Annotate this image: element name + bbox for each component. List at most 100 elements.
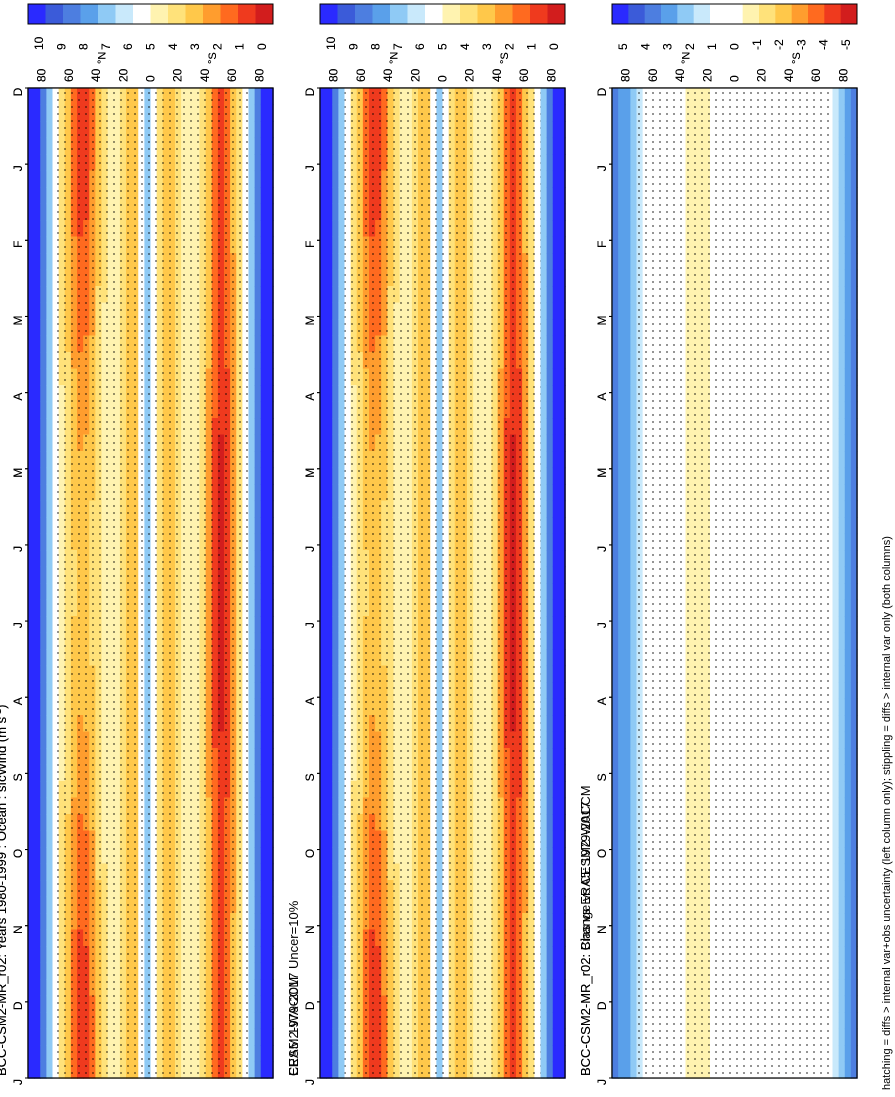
heatmap-cell xyxy=(254,467,262,485)
heatmap-cell xyxy=(254,979,262,997)
heatmap-cell xyxy=(266,401,274,419)
heatmap-cell xyxy=(254,599,262,617)
heatmap-cell xyxy=(40,830,47,848)
heatmap-cell xyxy=(254,187,262,205)
heatmap-cell xyxy=(248,913,256,931)
heatmap-cell xyxy=(28,517,35,535)
heatmap-cell xyxy=(248,121,256,139)
heatmap-cell xyxy=(28,500,35,518)
heatmap-cell xyxy=(260,500,268,518)
colorbar-swatch xyxy=(255,4,274,24)
heatmap-cell xyxy=(266,566,274,584)
heatmap-cell xyxy=(254,121,262,139)
heatmap-cell xyxy=(46,665,54,683)
heatmap-cell xyxy=(254,649,262,667)
heatmap-cell xyxy=(260,1012,268,1030)
heatmap-cell xyxy=(28,253,35,271)
heatmap-cell xyxy=(248,500,256,518)
colorbar-tick-label: 8 xyxy=(77,43,91,50)
heatmap-cell xyxy=(34,847,41,865)
heatmap-cell xyxy=(34,913,41,931)
heatmap-cell xyxy=(34,319,41,337)
heatmap-cell xyxy=(28,418,35,436)
month-label: J xyxy=(11,165,25,171)
heatmap-cell xyxy=(40,1028,47,1046)
heatmap-cell xyxy=(248,302,256,320)
heatmap-cell xyxy=(46,352,54,370)
lat-tick-label: 80 xyxy=(35,68,49,82)
heatmap-cell xyxy=(28,797,35,815)
heatmap-cell xyxy=(28,286,35,304)
heatmap-cell xyxy=(34,401,41,419)
heatmap-cell xyxy=(248,682,256,700)
heatmap-cell xyxy=(46,170,54,188)
heatmap-cell xyxy=(28,533,35,551)
heatmap-cell xyxy=(28,764,35,782)
heatmap-cell xyxy=(46,797,54,815)
heatmap-cell xyxy=(40,665,47,683)
heatmap-cell xyxy=(248,1061,256,1079)
panel-title: BCC-CSM2-MR_r02: Years 1980-1999 : Ocean… xyxy=(0,705,9,1076)
heatmap-cell xyxy=(40,500,47,518)
colorbar-frame xyxy=(27,3,274,25)
heatmap-cell xyxy=(254,863,262,881)
heatmap-cell xyxy=(260,401,268,419)
heatmap-cell xyxy=(34,715,41,733)
heatmap-cell xyxy=(248,781,256,799)
heatmap-cell xyxy=(40,286,47,304)
heatmap-cell xyxy=(34,418,41,436)
heatmap-cell xyxy=(248,385,256,403)
heatmap-cell xyxy=(46,302,54,320)
colorbar-tick-label: 6 xyxy=(121,43,135,50)
heatmap-cell xyxy=(254,550,262,568)
heatmap-cell xyxy=(266,434,274,452)
heatmap-cell xyxy=(28,88,35,106)
heatmap-cell xyxy=(260,187,268,205)
heatmap-cell xyxy=(260,962,268,980)
heatmap-cell xyxy=(266,599,274,617)
heatmap-cell xyxy=(34,533,41,551)
heatmap-cell xyxy=(28,1061,35,1079)
heatmap-cell xyxy=(34,929,41,947)
colorbar-swatch xyxy=(220,4,239,24)
heatmap-cell xyxy=(40,121,47,139)
heatmap-cell xyxy=(46,137,54,155)
heatmap-cell xyxy=(266,781,274,799)
lat-tick-label: 80 xyxy=(252,68,266,82)
lat-tick-label: 20 xyxy=(171,68,185,82)
heatmap-cell xyxy=(28,368,35,386)
colorbar-tick-label: 4 xyxy=(166,43,180,50)
heatmap-cell xyxy=(34,451,41,469)
lat-tick-label: 60 xyxy=(225,68,239,82)
heatmap-cell xyxy=(40,781,47,799)
heatmap-cell xyxy=(260,682,268,700)
heatmap-cell xyxy=(34,286,41,304)
heatmap-cell xyxy=(260,154,268,172)
heatmap-cell xyxy=(46,401,54,419)
heatmap-cell xyxy=(248,434,256,452)
heatmap-cell xyxy=(46,517,54,535)
heatmap-cell xyxy=(266,319,274,337)
colorbar-swatch xyxy=(63,4,81,24)
colorbar-tick-label: 5 xyxy=(144,43,158,50)
heatmap-cell xyxy=(266,797,274,815)
heatmap-cell xyxy=(46,830,54,848)
heatmap-cell xyxy=(248,335,256,353)
heatmap-cell xyxy=(266,863,274,881)
lat-tick-label: 60 xyxy=(62,68,76,82)
heatmap-cell xyxy=(266,121,274,139)
heatmap-cell xyxy=(260,269,268,287)
heatmap-cell xyxy=(248,748,256,766)
heatmap-cell xyxy=(254,830,262,848)
heatmap-cell xyxy=(40,550,47,568)
month-label: J xyxy=(11,546,25,552)
title-units-superscript: -1 xyxy=(0,709,3,717)
heatmap-cell xyxy=(40,896,47,914)
heatmap-cell xyxy=(254,368,262,386)
heatmap-cell xyxy=(260,253,268,271)
heatmap-cell xyxy=(46,583,54,601)
heatmap-cell xyxy=(34,1012,41,1030)
heatmap-cell xyxy=(40,649,47,667)
heatmap-cell xyxy=(34,748,41,766)
heatmap-cell xyxy=(248,170,256,188)
